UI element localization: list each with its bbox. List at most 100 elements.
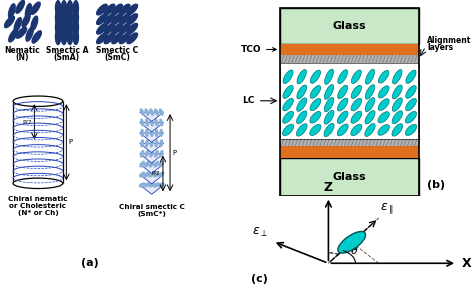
Ellipse shape (127, 33, 137, 44)
Ellipse shape (139, 183, 145, 187)
Text: Nematic: Nematic (5, 46, 40, 55)
Ellipse shape (9, 4, 15, 18)
Ellipse shape (26, 27, 33, 41)
Ellipse shape (141, 119, 144, 126)
Ellipse shape (155, 109, 158, 115)
Ellipse shape (155, 151, 158, 157)
Ellipse shape (149, 172, 154, 177)
Ellipse shape (406, 98, 416, 111)
Ellipse shape (31, 16, 37, 31)
Text: Z: Z (324, 181, 333, 194)
Bar (280, 139, 419, 146)
Bar (280, 158, 419, 196)
Ellipse shape (150, 130, 153, 136)
Ellipse shape (378, 112, 389, 123)
Ellipse shape (62, 1, 66, 16)
Ellipse shape (160, 130, 163, 136)
Ellipse shape (97, 33, 107, 44)
Bar (280, 63, 419, 139)
Ellipse shape (365, 111, 375, 124)
Ellipse shape (67, 29, 73, 44)
Ellipse shape (365, 124, 375, 137)
Ellipse shape (310, 86, 320, 98)
Ellipse shape (16, 27, 27, 38)
Text: $\phi$: $\phi$ (349, 240, 358, 254)
Ellipse shape (73, 29, 78, 44)
Ellipse shape (104, 14, 115, 24)
Ellipse shape (32, 31, 41, 43)
Text: Alignment: Alignment (428, 35, 472, 45)
Ellipse shape (22, 14, 30, 27)
Ellipse shape (155, 140, 158, 147)
Text: (N* or Ch): (N* or Ch) (18, 211, 58, 216)
Bar (280, 8, 419, 196)
Ellipse shape (141, 140, 144, 147)
Ellipse shape (154, 172, 159, 177)
Text: $\varepsilon_\parallel$: $\varepsilon_\parallel$ (380, 202, 394, 216)
Ellipse shape (67, 10, 73, 25)
Text: LC: LC (242, 96, 255, 105)
Polygon shape (140, 164, 164, 173)
Ellipse shape (406, 86, 416, 98)
Ellipse shape (104, 4, 115, 15)
Ellipse shape (338, 232, 365, 253)
Ellipse shape (73, 20, 78, 35)
Ellipse shape (351, 98, 362, 111)
Ellipse shape (9, 29, 18, 42)
Ellipse shape (378, 99, 389, 110)
Ellipse shape (351, 85, 362, 98)
Ellipse shape (324, 110, 334, 124)
Ellipse shape (13, 178, 63, 189)
Ellipse shape (159, 172, 164, 177)
Ellipse shape (324, 123, 334, 137)
Ellipse shape (150, 119, 153, 126)
Ellipse shape (127, 23, 137, 34)
Text: $\theta$: $\theta$ (349, 244, 358, 256)
Ellipse shape (406, 70, 416, 83)
Polygon shape (140, 154, 164, 163)
Ellipse shape (119, 33, 130, 44)
Ellipse shape (140, 161, 144, 167)
Text: layers: layers (428, 43, 454, 52)
Ellipse shape (160, 140, 163, 147)
Ellipse shape (365, 85, 375, 99)
Ellipse shape (97, 4, 107, 15)
Ellipse shape (149, 183, 155, 187)
Ellipse shape (119, 23, 130, 34)
Bar (280, 63, 419, 139)
Ellipse shape (405, 111, 417, 123)
Ellipse shape (158, 183, 164, 187)
Ellipse shape (5, 16, 14, 28)
Text: Smectic C: Smectic C (96, 46, 138, 55)
Ellipse shape (365, 98, 375, 111)
Ellipse shape (112, 23, 122, 34)
Ellipse shape (112, 14, 122, 24)
Text: Chiral smectic C: Chiral smectic C (119, 204, 184, 210)
Ellipse shape (297, 69, 306, 84)
Ellipse shape (392, 111, 402, 124)
Text: TCO: TCO (240, 45, 276, 54)
Text: (c): (c) (251, 274, 267, 284)
Polygon shape (140, 112, 164, 122)
Ellipse shape (351, 111, 362, 123)
Ellipse shape (159, 109, 163, 115)
Ellipse shape (392, 85, 402, 99)
Ellipse shape (112, 4, 122, 15)
Ellipse shape (324, 85, 334, 99)
Ellipse shape (296, 124, 307, 136)
Ellipse shape (351, 124, 362, 136)
Ellipse shape (112, 33, 122, 44)
Ellipse shape (325, 69, 333, 84)
Ellipse shape (146, 130, 148, 136)
Ellipse shape (378, 125, 390, 135)
Ellipse shape (283, 70, 293, 84)
Ellipse shape (73, 10, 78, 25)
Ellipse shape (337, 111, 348, 124)
Ellipse shape (392, 98, 402, 111)
Ellipse shape (310, 124, 321, 136)
Ellipse shape (62, 10, 66, 25)
Ellipse shape (127, 14, 137, 24)
Ellipse shape (55, 10, 61, 25)
Ellipse shape (160, 119, 163, 126)
Ellipse shape (159, 161, 163, 167)
